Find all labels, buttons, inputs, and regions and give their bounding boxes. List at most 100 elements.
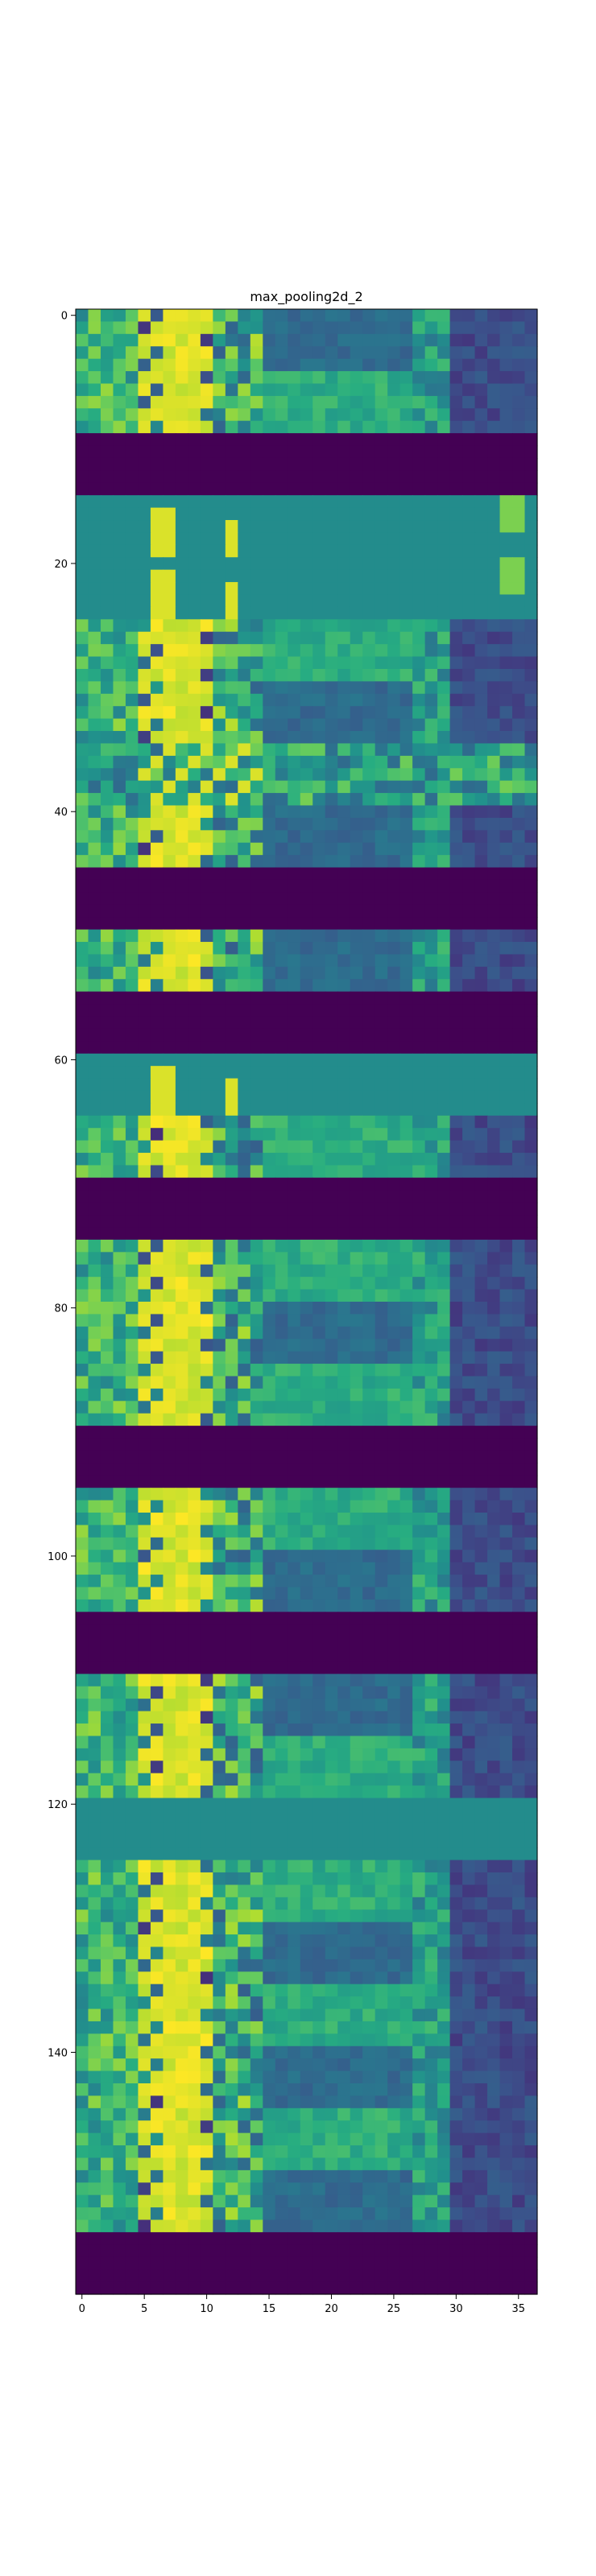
- heatmap-cell: [100, 1364, 114, 1377]
- heatmap-cell: [175, 1339, 188, 1352]
- heatmap-cell: [474, 966, 488, 980]
- heatmap-cell: [312, 309, 326, 323]
- heatmap-cell: [250, 1835, 263, 1848]
- heatmap-cell: [88, 842, 101, 856]
- heatmap-cell: [387, 1165, 401, 1179]
- heatmap-cell: [263, 433, 276, 447]
- heatmap-cell: [437, 731, 451, 745]
- heatmap-cell: [275, 1463, 288, 1476]
- heatmap-cell: [113, 309, 126, 323]
- heatmap-cell: [337, 1128, 351, 1141]
- heatmap-cell: [512, 457, 526, 471]
- heatmap-cell: [512, 1004, 526, 1018]
- heatmap-cell: [387, 929, 401, 943]
- heatmap-cell: [449, 1302, 463, 1315]
- heatmap-cell: [412, 1004, 426, 1018]
- heatmap-cell: [524, 445, 538, 459]
- heatmap-cell: [387, 371, 401, 385]
- heatmap-cell: [462, 457, 476, 471]
- heatmap-cell: [150, 1041, 164, 1055]
- heatmap-cell: [375, 656, 388, 670]
- heatmap-cell: [499, 1004, 513, 1018]
- heatmap-cell: [263, 1835, 276, 1848]
- heatmap-cell: [499, 569, 513, 583]
- heatmap-cell: [288, 346, 301, 360]
- heatmap-cell: [88, 470, 101, 484]
- heatmap-cell: [288, 1922, 301, 1935]
- heatmap-cell: [225, 1724, 238, 1737]
- heatmap-cell: [487, 1885, 501, 1898]
- heatmap-cell: [412, 1637, 426, 1650]
- heatmap-cell: [524, 644, 538, 658]
- heatmap-cell: [88, 1177, 101, 1191]
- heatmap-cell: [474, 1971, 488, 1985]
- heatmap-cell: [200, 1500, 213, 1513]
- heatmap-cell: [325, 1016, 338, 1030]
- heatmap-cell: [524, 408, 538, 422]
- heatmap-cell: [188, 1674, 201, 1687]
- heatmap-cell: [213, 966, 226, 980]
- heatmap-cell: [437, 1860, 451, 1873]
- heatmap-cell: [362, 1773, 376, 1786]
- heatmap-cell: [125, 1637, 139, 1650]
- heatmap-cell: [288, 681, 301, 695]
- heatmap-cell: [362, 1264, 376, 1278]
- heatmap-cell: [250, 408, 263, 422]
- heatmap-cell: [449, 1041, 463, 1055]
- heatmap-cell: [375, 1525, 388, 1538]
- heatmap-cell: [100, 1748, 114, 1761]
- heatmap-cell: [150, 755, 164, 769]
- heatmap-cell: [499, 1339, 513, 1352]
- heatmap-cell: [449, 371, 463, 385]
- heatmap-cell: [512, 1785, 526, 1799]
- heatmap-cell: [138, 1575, 151, 1588]
- heatmap-cell: [288, 1078, 301, 1092]
- heatmap-cell: [325, 693, 338, 707]
- heatmap-cell: [449, 1736, 463, 1749]
- heatmap-cell: [200, 1686, 213, 1699]
- heatmap-cell: [238, 1612, 251, 1625]
- heatmap-cell: [337, 830, 351, 844]
- heatmap-cell: [399, 582, 413, 596]
- heatmap-cell: [424, 1885, 438, 1898]
- heatmap-cell: [225, 1041, 238, 1055]
- heatmap-cell: [512, 619, 526, 633]
- heatmap-cell: [88, 1351, 101, 1364]
- heatmap-cell: [362, 793, 376, 807]
- heatmap-cell: [350, 681, 363, 695]
- heatmap-cell: [312, 569, 326, 583]
- heatmap-cell: [387, 1066, 401, 1080]
- heatmap-cell: [474, 358, 488, 372]
- heatmap-cell: [387, 1351, 401, 1364]
- heatmap-cell: [387, 1909, 401, 1923]
- heatmap-cell: [100, 1177, 114, 1191]
- heatmap-cell: [250, 1103, 263, 1117]
- heatmap-cell: [88, 1376, 101, 1389]
- heatmap-cell: [138, 1140, 151, 1154]
- heatmap-cell: [300, 780, 313, 794]
- heatmap-cell: [263, 1872, 276, 1885]
- heatmap-cell: [300, 1847, 313, 1861]
- heatmap-cell: [412, 1289, 426, 1302]
- heatmap-cell: [524, 1525, 538, 1538]
- heatmap-cell: [225, 309, 238, 323]
- heatmap-cell: [312, 470, 326, 484]
- heatmap-cell: [325, 1475, 338, 1488]
- heatmap-cell: [462, 892, 476, 906]
- heatmap-cell: [138, 879, 151, 893]
- heatmap-cell: [138, 371, 151, 385]
- heatmap-cell: [88, 1885, 101, 1898]
- heatmap-cell: [76, 1872, 89, 1885]
- heatmap-cell: [462, 1277, 476, 1290]
- heatmap-cell: [437, 1413, 451, 1426]
- heatmap-cell: [512, 1376, 526, 1389]
- heatmap-cell: [487, 929, 501, 943]
- heatmap-cell: [474, 1922, 488, 1935]
- heatmap-cell: [499, 1810, 513, 1823]
- heatmap-cell: [125, 1177, 139, 1191]
- heatmap-cell: [412, 644, 426, 658]
- heatmap-cell: [350, 457, 363, 471]
- heatmap-cell: [499, 582, 513, 596]
- heatmap-cell: [188, 470, 201, 484]
- heatmap-cell: [350, 1066, 363, 1080]
